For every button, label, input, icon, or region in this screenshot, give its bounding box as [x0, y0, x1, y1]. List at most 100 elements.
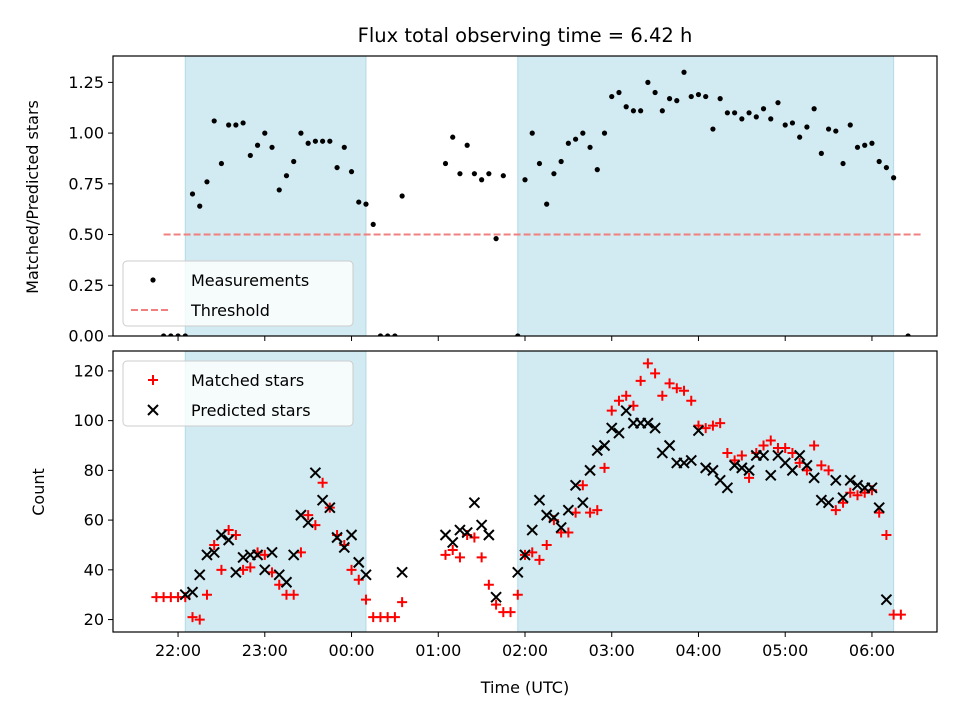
y-tick-label: 120: [73, 361, 104, 380]
shaded-period-2: [517, 56, 895, 336]
y-tick-label: 20: [84, 610, 104, 629]
predicted-stars-point: [591, 444, 603, 457]
predicted-stars-point: [728, 459, 741, 472]
predicted-stars-point: [208, 546, 220, 559]
matched-stars-point: [657, 390, 668, 401]
matched-stars-point: [801, 465, 812, 476]
measurement-point: [645, 79, 651, 85]
measurement-point: [276, 187, 282, 193]
x-tick-label: 06:00: [849, 641, 895, 660]
measurement-point: [883, 164, 890, 171]
legend-box: [122, 260, 354, 327]
predicted-stars-point: [736, 462, 748, 474]
predicted-stars-point: [237, 551, 249, 564]
matched-stars-point: [440, 549, 451, 560]
measurement-point: [233, 122, 239, 128]
measurement-point: [862, 142, 868, 148]
measurement-point: [739, 116, 745, 122]
predicted-stars-point: [692, 424, 705, 437]
matched-stars-point: [483, 579, 494, 590]
measurement-point: [695, 91, 702, 98]
predicted-stars-point: [266, 546, 278, 559]
matched-stars-point: [534, 554, 545, 565]
counts-panel: 20 40 60 80 100 120 22:00 23:00 00:00 01:00 02:00 0…: [73, 350, 938, 660]
predicted-stars-point: [815, 494, 828, 506]
measurement-point: [348, 169, 355, 175]
matched-stars-point: [360, 594, 371, 605]
matched-stars-point: [454, 552, 465, 563]
measurement-point: [544, 201, 550, 207]
predicted-stars-point: [642, 417, 654, 429]
predicted-stars-point: [793, 449, 806, 462]
predicted-stars-point: [490, 591, 502, 603]
matched-stars-point: [679, 385, 690, 396]
shaded-period-2: [517, 351, 895, 632]
measurement-point: [182, 333, 188, 336]
measurement-point: [385, 333, 391, 336]
measurement-point: [811, 106, 817, 112]
matched-stars-point: [245, 562, 256, 573]
y-tick-label: 100: [73, 411, 104, 430]
measurement-point: [450, 134, 456, 140]
predicted-stars-point: [526, 524, 538, 536]
x-tick-label: 02:00: [502, 641, 548, 660]
measurement-point: [254, 142, 261, 148]
legend-label: Measurements: [191, 271, 309, 290]
chart-title: Flux total observing time = 6.42 h: [358, 24, 693, 47]
series-2: [179, 404, 893, 606]
predicted-stars-point: [606, 422, 618, 434]
measurement-point: [876, 158, 882, 165]
measurement-point: [630, 108, 637, 114]
measurement-point: [363, 201, 369, 207]
measurement-point: [370, 221, 376, 228]
measurement-point: [377, 333, 384, 336]
matched-stars-point: [512, 589, 523, 600]
measurement-point: [291, 158, 297, 165]
predicted-stars-point: [866, 482, 878, 494]
predicted-stars-point: [786, 464, 799, 477]
measurement-point: [623, 104, 629, 110]
measurement-point: [775, 100, 781, 106]
matched-stars-point: [780, 442, 791, 453]
measurement-point: [399, 193, 405, 199]
matched-stars-point: [664, 378, 675, 389]
measurement-point: [211, 118, 217, 124]
matched-stars-point: [758, 440, 769, 451]
measurement-point: [869, 140, 875, 146]
matched-stars-point: [671, 383, 682, 394]
predicted-stars-point: [880, 593, 893, 606]
matched-stars-point: [816, 460, 827, 471]
measurement-point: [204, 179, 210, 185]
legend: Matched stars Predicted stars: [122, 360, 354, 427]
measurement-point: [168, 333, 174, 336]
predicted-stars-point: [577, 496, 589, 509]
measurement-point: [464, 142, 470, 148]
y-tick-label: 0.00: [68, 327, 104, 346]
predicted-stars-point: [743, 464, 755, 477]
measurement-point: [601, 130, 608, 136]
matched-stars-point: [852, 490, 863, 501]
measurement-point: [457, 171, 463, 177]
predicted-stars-point: [309, 467, 322, 479]
matched-stars-point: [895, 609, 906, 620]
legend: Measurements Threshold: [122, 260, 354, 327]
predicted-stars-point: [230, 566, 242, 579]
predicted-stars-point: [201, 549, 213, 561]
legend-label: Matched stars: [191, 371, 304, 390]
measurement-point: [768, 116, 774, 122]
predicted-stars-point: [851, 479, 864, 491]
ratio-y-axis-label: Matched/Predicted stars: [23, 100, 42, 294]
measurement-point: [218, 160, 225, 167]
predicted-stars-point: [707, 464, 719, 477]
x-tick-label: 03:00: [589, 641, 635, 660]
measurement-point: [681, 69, 687, 75]
y-tick-label: 0.25: [68, 276, 104, 295]
measurement-point: [659, 108, 665, 114]
measurement-point: [710, 126, 716, 132]
predicted-stars-point: [548, 511, 560, 524]
predicted-stars-point: [259, 564, 271, 576]
predicted-stars-point: [569, 479, 582, 491]
predicted-stars-point: [396, 566, 408, 579]
measurement-point: [305, 140, 311, 146]
